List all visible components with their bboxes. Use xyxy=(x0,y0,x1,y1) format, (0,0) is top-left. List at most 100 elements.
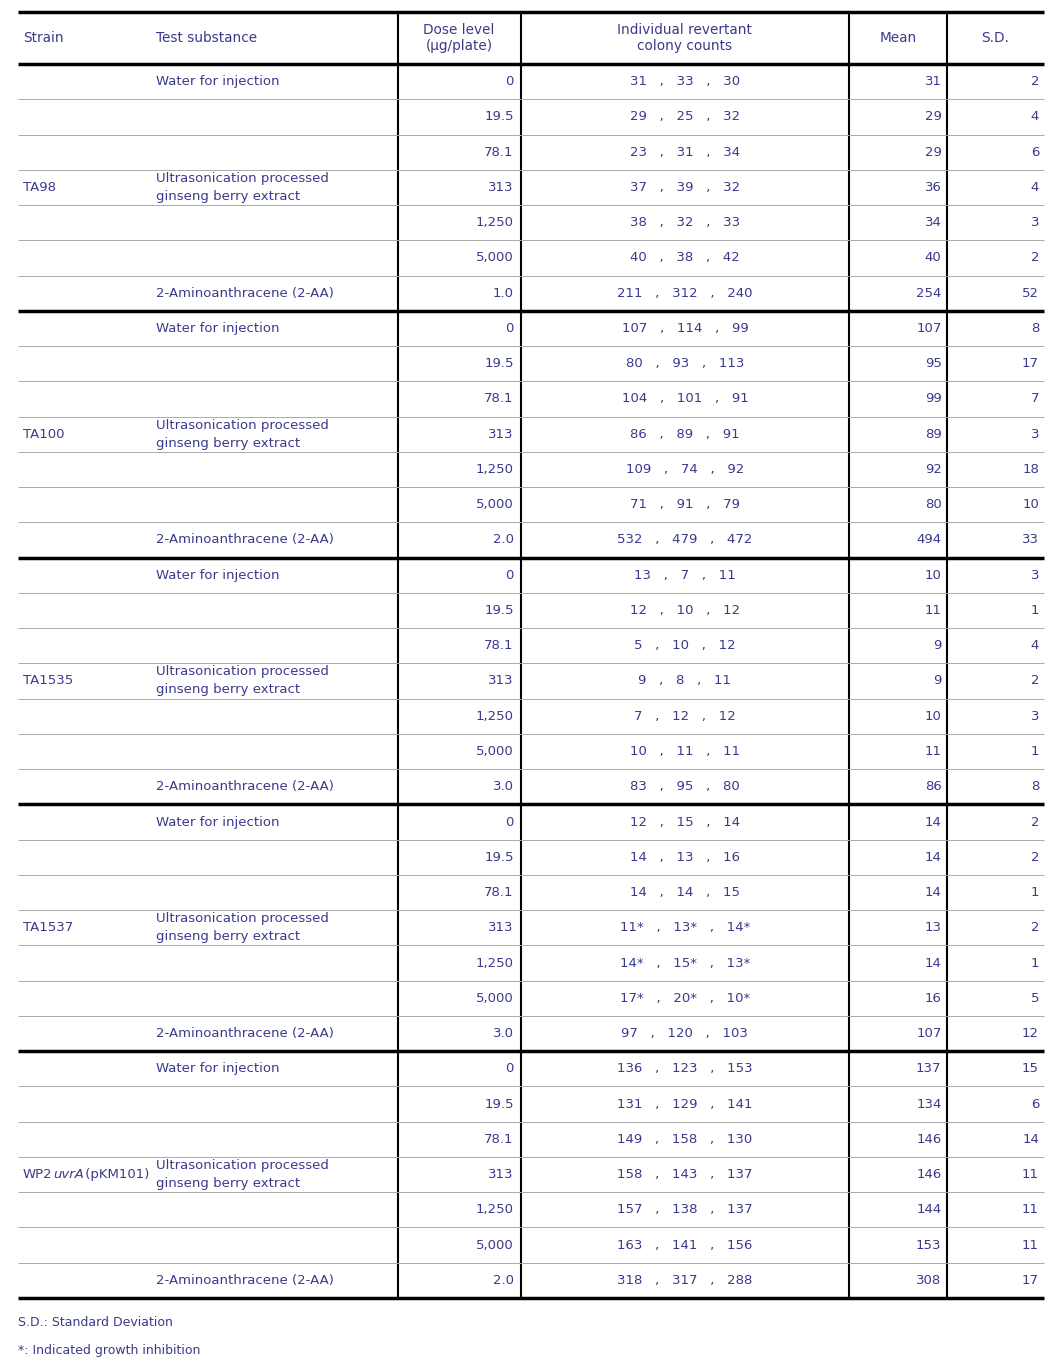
Text: 13: 13 xyxy=(925,921,941,934)
Text: 1: 1 xyxy=(1030,956,1039,970)
Text: 2: 2 xyxy=(1030,815,1039,829)
Text: 17*   ,   20*   ,   10*: 17* , 20* , 10* xyxy=(620,992,750,1004)
Text: 12   ,   10   ,   12: 12 , 10 , 12 xyxy=(630,604,740,616)
Text: 8: 8 xyxy=(1030,781,1039,793)
Text: 14   ,   13   ,   16: 14 , 13 , 16 xyxy=(630,851,740,864)
Text: 12: 12 xyxy=(1022,1028,1039,1040)
Text: 2.0: 2.0 xyxy=(492,533,514,547)
Text: Dose level
(μg/plate): Dose level (μg/plate) xyxy=(424,23,495,53)
Text: 10: 10 xyxy=(925,569,941,582)
Text: 78.1: 78.1 xyxy=(484,640,514,652)
Text: 107: 107 xyxy=(916,322,941,334)
Text: 3: 3 xyxy=(1030,569,1039,582)
Text: 19.5: 19.5 xyxy=(484,851,514,864)
Text: 13   ,   7   ,   11: 13 , 7 , 11 xyxy=(634,569,736,582)
Text: 131   ,   129   ,   141: 131 , 129 , 141 xyxy=(617,1097,753,1111)
Text: 86: 86 xyxy=(925,781,941,793)
Text: 146: 146 xyxy=(916,1133,941,1145)
Text: 3: 3 xyxy=(1030,427,1039,441)
Text: 7: 7 xyxy=(1030,392,1039,406)
Text: 109   ,   74   ,   92: 109 , 74 , 92 xyxy=(626,463,744,475)
Text: 532   ,   479   ,   472: 532 , 479 , 472 xyxy=(617,533,753,547)
Text: 1.0: 1.0 xyxy=(492,286,514,300)
Text: 52: 52 xyxy=(1022,286,1039,300)
Text: 19.5: 19.5 xyxy=(484,604,514,616)
Text: 29: 29 xyxy=(925,111,941,123)
Text: 318   ,   317   ,   288: 318 , 317 , 288 xyxy=(617,1274,753,1286)
Text: 137: 137 xyxy=(916,1062,941,1075)
Text: 3.0: 3.0 xyxy=(492,781,514,793)
Text: Ultrasonication processed
ginseng berry extract: Ultrasonication processed ginseng berry … xyxy=(157,419,329,449)
Text: 17: 17 xyxy=(1022,1274,1039,1286)
Text: 6: 6 xyxy=(1030,1097,1039,1111)
Text: 4: 4 xyxy=(1030,181,1039,195)
Text: 19.5: 19.5 xyxy=(484,1097,514,1111)
Text: 2: 2 xyxy=(1030,75,1039,88)
Text: 18: 18 xyxy=(1022,463,1039,475)
Text: 23   ,   31   ,   34: 23 , 31 , 34 xyxy=(630,145,740,159)
Text: 40   ,   38   ,   42: 40 , 38 , 42 xyxy=(630,252,740,264)
Text: 2: 2 xyxy=(1030,851,1039,864)
Text: 9: 9 xyxy=(933,674,941,688)
Text: 0: 0 xyxy=(505,1062,514,1075)
Text: 12   ,   15   ,   14: 12 , 15 , 14 xyxy=(630,815,740,829)
Text: 14: 14 xyxy=(1022,1133,1039,1145)
Text: 0: 0 xyxy=(505,75,514,88)
Text: 313: 313 xyxy=(488,674,514,688)
Text: TA1537: TA1537 xyxy=(23,921,73,934)
Text: 16: 16 xyxy=(925,992,941,1004)
Text: 0: 0 xyxy=(505,322,514,334)
Text: 10: 10 xyxy=(925,710,941,723)
Text: 4: 4 xyxy=(1030,111,1039,123)
Text: 7   ,   12   ,   12: 7 , 12 , 12 xyxy=(634,710,736,723)
Text: 1,250: 1,250 xyxy=(475,1203,514,1217)
Text: 1,250: 1,250 xyxy=(475,463,514,475)
Text: 4: 4 xyxy=(1030,640,1039,652)
Text: (pKM101): (pKM101) xyxy=(80,1169,149,1181)
Text: 107: 107 xyxy=(916,1028,941,1040)
Text: Test substance: Test substance xyxy=(157,32,257,45)
Text: 3: 3 xyxy=(1030,710,1039,723)
Text: Water for injection: Water for injection xyxy=(157,322,280,334)
Text: 136   ,   123   ,   153: 136 , 123 , 153 xyxy=(617,1062,753,1075)
Text: Ultrasonication processed
ginseng berry extract: Ultrasonication processed ginseng berry … xyxy=(157,912,329,944)
Text: 0: 0 xyxy=(505,815,514,829)
Text: 11: 11 xyxy=(1022,1169,1039,1181)
Text: Water for injection: Water for injection xyxy=(157,75,280,88)
Text: 313: 313 xyxy=(488,181,514,195)
Text: 89: 89 xyxy=(925,427,941,441)
Text: 8: 8 xyxy=(1030,322,1039,334)
Text: 19.5: 19.5 xyxy=(484,358,514,370)
Text: 78.1: 78.1 xyxy=(484,145,514,159)
Text: 11: 11 xyxy=(1022,1238,1039,1252)
Text: 78.1: 78.1 xyxy=(484,392,514,406)
Text: TA100: TA100 xyxy=(23,427,65,441)
Text: Ultrasonication processed
ginseng berry extract: Ultrasonication processed ginseng berry … xyxy=(157,1159,329,1191)
Text: 40: 40 xyxy=(925,252,941,264)
Text: 2.0: 2.0 xyxy=(492,1274,514,1286)
Text: 134: 134 xyxy=(916,1097,941,1111)
Text: 149   ,   158   ,   130: 149 , 158 , 130 xyxy=(617,1133,753,1145)
Text: Strain: Strain xyxy=(23,32,64,45)
Text: 78.1: 78.1 xyxy=(484,886,514,899)
Text: 29: 29 xyxy=(925,145,941,159)
Text: 11*   ,   13*   ,   14*: 11* , 13* , 14* xyxy=(620,921,750,934)
Text: 5,000: 5,000 xyxy=(475,499,514,511)
Text: 95: 95 xyxy=(925,358,941,370)
Text: 2-Aminoanthracene (2-AA): 2-Aminoanthracene (2-AA) xyxy=(157,781,335,793)
Text: 5,000: 5,000 xyxy=(475,252,514,264)
Text: TA98: TA98 xyxy=(23,181,56,195)
Text: 157   ,   138   ,   137: 157 , 138 , 137 xyxy=(617,1203,753,1217)
Text: Water for injection: Water for injection xyxy=(157,1062,280,1075)
Text: 1,250: 1,250 xyxy=(475,216,514,229)
Text: 1,250: 1,250 xyxy=(475,956,514,970)
Text: 11: 11 xyxy=(925,745,941,758)
Text: 2-Aminoanthracene (2-AA): 2-Aminoanthracene (2-AA) xyxy=(157,1274,335,1286)
Text: 10: 10 xyxy=(1022,499,1039,511)
Text: 17: 17 xyxy=(1022,358,1039,370)
Text: 6: 6 xyxy=(1030,145,1039,159)
Text: S.D.: S.D. xyxy=(982,32,1009,45)
Text: 5,000: 5,000 xyxy=(475,1238,514,1252)
Text: 1,250: 1,250 xyxy=(475,710,514,723)
Text: 14*   ,   15*   ,   13*: 14* , 15* , 13* xyxy=(620,956,750,970)
